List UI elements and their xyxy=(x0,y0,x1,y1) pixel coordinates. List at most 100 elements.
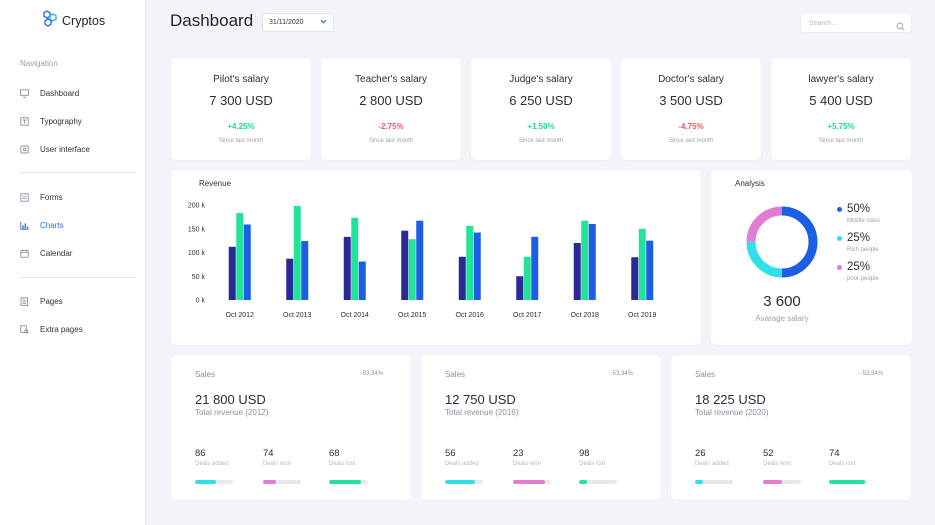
revenue-title: Revenue xyxy=(199,179,232,188)
sidebar-item-label: Forms xyxy=(40,192,63,202)
bar-oct-2012-series-3 xyxy=(243,224,251,300)
salary-card: lawyer's salary 5 400 USD +5.75% Since l… xyxy=(771,58,911,160)
sales-change: -53.34% xyxy=(610,371,633,377)
sidebar-item-forms[interactable]: Forms xyxy=(20,190,63,204)
deal-progress-bar xyxy=(263,480,301,484)
bar-oct-2013-series-3 xyxy=(301,241,309,300)
analysis-donut xyxy=(746,206,818,278)
date-select[interactable]: 31/11/2020 xyxy=(262,13,334,32)
legend-label: Rich people xyxy=(847,247,879,253)
bar-oct-2018-series-1 xyxy=(573,243,581,300)
form-icon xyxy=(20,192,29,202)
logo-icon xyxy=(42,10,59,32)
y-tick-label: 100 k xyxy=(188,250,206,257)
deal-label: Deals won xyxy=(763,461,792,467)
bar-oct-2016-series-3 xyxy=(473,232,481,300)
salary-note: Since last month xyxy=(218,138,264,144)
salary-card: Pilot's salary 7 300 USD +4.25% Since la… xyxy=(171,58,311,160)
sales-value: 12 750 USD xyxy=(445,392,516,407)
salary-card: Judge's salary 6 250 USD +1.50% Since la… xyxy=(471,58,611,160)
salary-change: +4.25% xyxy=(227,122,255,131)
nav-divider xyxy=(20,172,136,173)
x-tick-label: Oct 2017 xyxy=(513,312,542,319)
deal-progress-bar xyxy=(195,480,233,484)
legend-label: Middle class xyxy=(847,218,881,224)
bar-oct-2015-series-1 xyxy=(401,230,409,300)
deal-label: Deals lost xyxy=(829,461,856,467)
salary-note: Since last month xyxy=(668,138,714,144)
bar-oct-2017-series-1 xyxy=(516,276,524,300)
deal-count: 74 xyxy=(263,448,274,459)
average-salary-label: Avarage salary xyxy=(755,314,809,323)
analysis-title: Analysis xyxy=(735,179,765,188)
pages-icon xyxy=(20,296,29,306)
deal-count: 68 xyxy=(329,448,340,459)
deal-progress-fill xyxy=(513,480,546,484)
salary-value: 2 800 USD xyxy=(359,93,423,108)
legend-pct: 50% xyxy=(847,203,871,215)
deal-progress-fill xyxy=(263,480,277,484)
sidebar-item-extra-pages[interactable]: Extra pages xyxy=(20,322,83,336)
bar-oct-2015-series-3 xyxy=(416,220,424,300)
deal-progress-bar xyxy=(829,480,867,484)
bar-oct-2014-series-1 xyxy=(343,236,351,300)
y-tick-label: 0 k xyxy=(196,298,206,305)
bar-oct-2013-series-2 xyxy=(293,205,301,300)
revenue-chart: 0 k 50 k 100 k 150 k 200 k Oct 2012 Oct 2013 Oc… xyxy=(188,203,657,320)
sidebar-item-typography[interactable]: Typography xyxy=(20,114,82,128)
deal-progress-bar xyxy=(445,480,483,484)
sidebar-item-label: Calendar xyxy=(40,248,73,258)
deal-progress-bar xyxy=(329,480,367,484)
search-icon[interactable] xyxy=(896,18,905,36)
deals-won: 74 Deals won xyxy=(263,448,323,484)
donut-segment-poor-people xyxy=(746,206,818,278)
sales-subtitle: Total revenue (2012) xyxy=(195,408,269,417)
bar-oct-2014-series-3 xyxy=(358,261,366,300)
deal-progress-bar xyxy=(763,480,801,484)
x-tick-label: Oct 2019 xyxy=(628,312,657,319)
nav-divider xyxy=(20,277,136,278)
bar-oct-2018-series-2 xyxy=(581,220,589,300)
sidebar-item-label: Dashboard xyxy=(40,88,80,98)
date-select-value: 31/11/2020 xyxy=(269,19,304,26)
page-title: Dashboard xyxy=(170,11,254,30)
y-tick-label: 50 k xyxy=(192,274,206,281)
sales-value: 21 800 USD xyxy=(195,392,266,407)
salary-note: Since last month xyxy=(818,138,864,144)
salary-change: -2.75% xyxy=(378,122,404,131)
deals-lost: 98 Deals lost xyxy=(579,448,639,484)
legend-dot xyxy=(837,265,842,270)
sidebar-item-dashboard[interactable]: Dashboard xyxy=(20,86,79,100)
deal-count: 52 xyxy=(763,448,774,459)
sales-change: -53.34% xyxy=(360,371,383,377)
deals-lost: 74 Deals lost xyxy=(829,448,889,484)
salary-value: 5 400 USD xyxy=(809,93,873,108)
salary-value: 3 500 USD xyxy=(659,93,723,108)
deal-label: Deals added xyxy=(195,461,229,467)
logo[interactable]: Cryptos xyxy=(42,10,105,32)
sales-card: Sales -53.34% 12 750 USD Total revenue (… xyxy=(421,355,661,500)
deal-label: Deals won xyxy=(513,461,542,467)
sidebar-item-calendar[interactable]: Calendar xyxy=(20,246,72,260)
deal-label: Deals added xyxy=(695,461,729,467)
calendar-icon xyxy=(20,249,29,258)
average-salary-value: 3 600 xyxy=(763,293,801,310)
salary-card: Doctor's salary 3 500 USD -4.75% Since l… xyxy=(621,58,761,160)
deals-added: 26 Deals added xyxy=(695,448,755,484)
sidebar-item-charts[interactable]: Charts xyxy=(20,218,64,232)
salary-change: -4.75% xyxy=(678,122,704,131)
sidebar-item-label: Typography xyxy=(40,116,82,126)
bar-oct-2012-series-1 xyxy=(228,246,236,300)
deal-count: 74 xyxy=(829,448,840,459)
sidebar-item-pages[interactable]: Pages xyxy=(20,294,63,308)
salary-change: +5.75% xyxy=(827,122,855,131)
search-input[interactable] xyxy=(809,17,894,29)
bar-oct-2012-series-2 xyxy=(236,213,244,300)
sidebar-item-user-interface[interactable]: User interface xyxy=(20,142,90,156)
legend-dot xyxy=(837,236,842,241)
deal-count: 56 xyxy=(445,448,456,459)
x-tick-label: Oct 2012 xyxy=(226,312,255,319)
deal-count: 23 xyxy=(513,448,524,459)
sidebar-item-label: Extra pages xyxy=(40,324,83,334)
salary-value: 6 250 USD xyxy=(509,93,573,108)
